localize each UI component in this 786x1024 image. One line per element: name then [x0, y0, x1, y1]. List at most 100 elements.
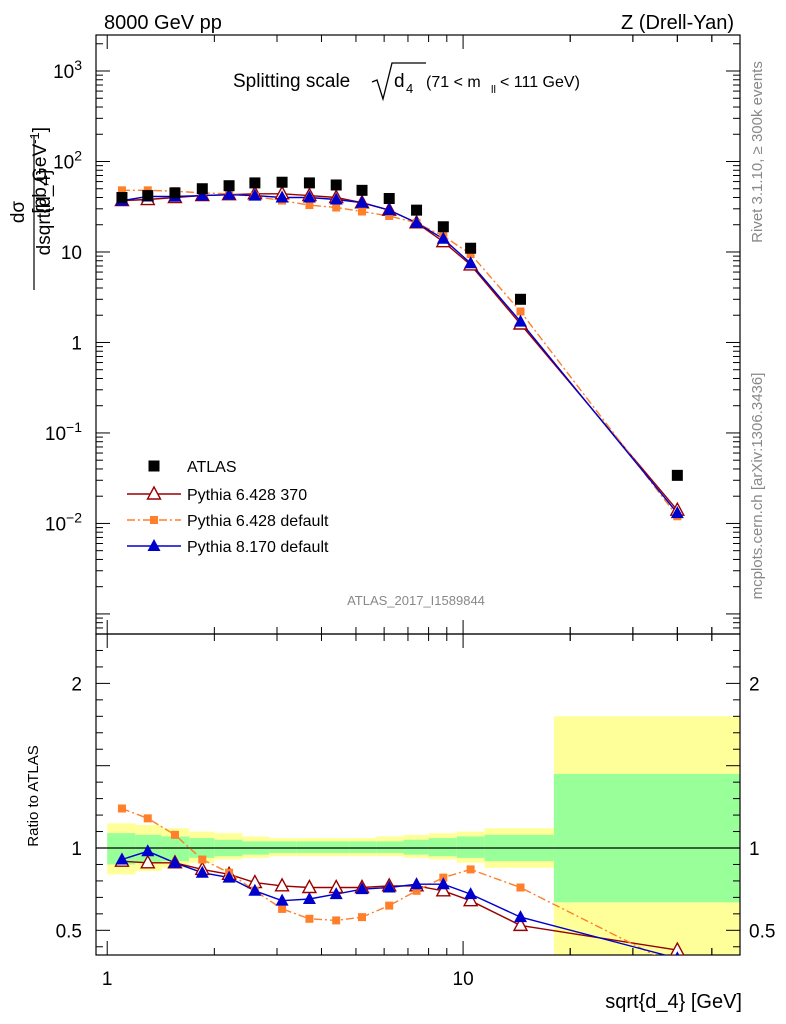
main-data-point — [516, 307, 525, 316]
main-data-point — [464, 256, 478, 269]
main-data-point — [276, 176, 288, 188]
ratio-data-point — [332, 916, 341, 925]
ratio-panel: 1 10 0.5 0.5 1 1 2 2 — [56, 633, 775, 990]
main-data-point — [437, 221, 449, 233]
rivet-label: Rivet 3.1.10, ≥ 300k events — [749, 61, 766, 243]
mcplots-label: mcplots.cern.ch [arXiv:1306.3436] — [749, 373, 766, 600]
title-range-sub: ll — [491, 84, 496, 96]
legend-marker — [146, 485, 162, 500]
y-tick-label: 10−1 — [45, 419, 82, 445]
analysis-id: ATLAS_2017_I1589844 — [347, 593, 485, 608]
ratio-data-point — [355, 882, 369, 895]
header-left: 8000 GeV pp — [104, 12, 222, 34]
legend-marker — [147, 539, 161, 551]
main-series-line — [121, 189, 678, 517]
ratio-data-point — [195, 865, 209, 878]
ratio-data-point — [274, 877, 290, 892]
ratio-series-group — [114, 804, 685, 971]
ratio-y-tick-label-right: 1 — [749, 839, 760, 860]
main-data-point — [355, 195, 369, 208]
main-data-point — [117, 186, 126, 195]
legend-label: Pythia 6.428 370 — [187, 487, 307, 504]
ratio-data-point — [222, 870, 236, 883]
ratio-band-green — [269, 841, 297, 853]
ratio-data-point — [141, 844, 155, 857]
plot-title: Splitting scale d 4 (71 < m ll < 111 GeV… — [233, 62, 580, 102]
main-data-point — [330, 179, 342, 191]
title-range-end: < 111 GeV) — [500, 74, 580, 91]
ratio-data-point — [385, 901, 394, 910]
ratio-data-point — [464, 887, 478, 900]
ratio-ylabel: Ratio to ATLAS — [25, 745, 42, 846]
main-data-point — [466, 249, 475, 258]
main-data-point — [436, 231, 450, 244]
ylabel-den: dsqrt{d_4} — [34, 169, 55, 256]
ratio-band-green — [456, 836, 485, 858]
main-data-point — [142, 190, 154, 202]
ratio-data-point — [410, 877, 424, 890]
ratio-data-point — [435, 882, 452, 897]
legend-marker — [150, 516, 158, 524]
main-ylabel: dσ dsqrt{d_4} [pb,GeV-1] — [8, 127, 55, 290]
ratio-data-point — [462, 892, 479, 907]
ratio-data-point — [115, 852, 129, 865]
title-sqrt: d — [394, 71, 405, 92]
ratio-band-green — [403, 839, 429, 855]
ratio-band-green — [553, 773, 740, 903]
ratio-data-point — [675, 951, 680, 955]
main-data-point — [358, 207, 367, 216]
legend-label: ATLAS — [187, 459, 237, 476]
main-data-point — [329, 192, 343, 205]
ratio-data-point — [516, 883, 525, 892]
ratio-data-point — [673, 963, 681, 971]
ratio-frame — [95, 633, 741, 956]
x-tick-label: 1 — [102, 969, 113, 990]
main-data-point — [116, 192, 128, 204]
ratio-data-point — [198, 855, 207, 864]
main-data-point — [223, 180, 235, 192]
ratio-data-point — [670, 941, 685, 955]
ratio-data-point — [358, 913, 367, 922]
ratio-series-line — [121, 850, 668, 955]
ratio-data-point — [305, 914, 314, 923]
main-data-point — [302, 190, 316, 203]
legend-label: Pythia 6.428 default — [187, 513, 329, 530]
ylabel-unit: [pb,GeV-1] — [27, 127, 51, 214]
legend-marker — [148, 460, 160, 472]
ratio-band-green — [296, 841, 322, 853]
y-tick-label: 10−2 — [45, 509, 82, 535]
main-data-point — [515, 293, 527, 305]
main-data-point — [671, 469, 683, 481]
ylabel-num: dσ — [8, 201, 29, 224]
ratio-data-point — [301, 879, 318, 894]
title-range: (71 < m — [426, 74, 481, 91]
ratio-data-point — [248, 883, 262, 896]
y-tick-label: 10 — [61, 243, 82, 264]
header-right: Z (Drell-Yan) — [621, 12, 734, 34]
main-data-point — [275, 190, 289, 203]
sqrt-sign — [371, 62, 426, 102]
ratio-y-tick-label: 1 — [71, 839, 82, 860]
legend: ATLAS Pythia 6.428 370 Pythia 6.428 defaul… — [127, 459, 329, 556]
main-series-line — [121, 193, 678, 514]
ratio-y-tick-label: 0.5 — [56, 921, 82, 942]
ratio-y-tick-label: 2 — [71, 674, 82, 695]
main-data-point — [514, 314, 528, 327]
ratio-data-point — [278, 904, 287, 913]
y-tick-label: 103 — [53, 57, 82, 83]
ratio-series-line — [121, 860, 678, 951]
ratio-data-point — [168, 855, 182, 868]
y-tick-label: 102 — [53, 147, 82, 173]
main-data-point — [356, 184, 368, 196]
ratio-data-point — [382, 880, 396, 893]
ratio-band-green — [376, 841, 404, 853]
ratio-band-green — [428, 838, 457, 857]
main-data-point — [383, 192, 395, 204]
ratio-data-point — [512, 916, 529, 932]
main-data-point — [169, 187, 181, 199]
main-data-point — [411, 204, 423, 216]
ratio-data-point — [436, 877, 450, 890]
